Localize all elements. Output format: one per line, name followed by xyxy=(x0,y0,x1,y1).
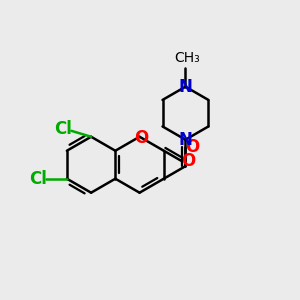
Text: O: O xyxy=(185,138,199,156)
Text: Cl: Cl xyxy=(29,170,47,188)
Text: Cl: Cl xyxy=(54,120,72,138)
Text: CH₃: CH₃ xyxy=(174,51,200,64)
Text: O: O xyxy=(134,129,148,147)
Text: N: N xyxy=(178,78,192,96)
Text: N: N xyxy=(178,131,192,149)
Text: O: O xyxy=(181,152,195,170)
